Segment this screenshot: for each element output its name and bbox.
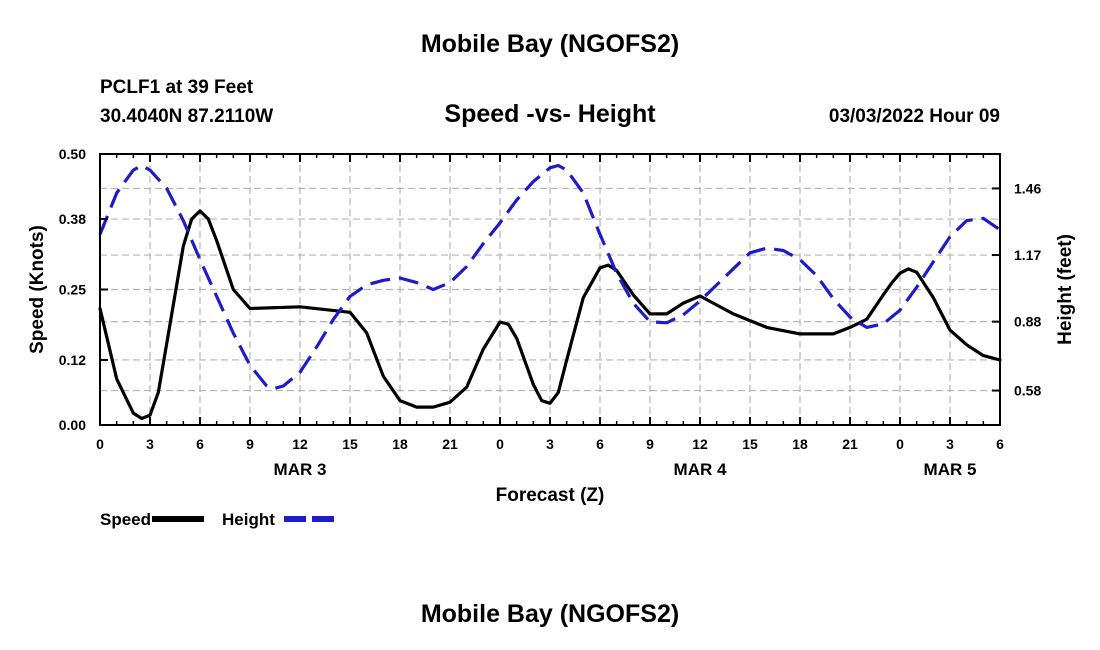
x-tick-label: 6: [996, 436, 1004, 452]
y-axis-title: Speed (Knots): [27, 225, 48, 354]
x-tick-label: 9: [246, 436, 254, 452]
x-tick-label: 12: [692, 436, 708, 452]
y-tick-label: 0.12: [59, 352, 86, 368]
x-tick-label: 18: [392, 436, 408, 452]
y2-axis-title: Height (feet): [1055, 234, 1076, 345]
y-tick-label: 0.00: [59, 417, 86, 433]
x-tick-label: 6: [196, 436, 204, 452]
y-tick-label: 0.38: [59, 211, 86, 227]
x-tick-label: 3: [946, 436, 954, 452]
axis-labels: 0 3 6 9 12 15 18 21 0 3 6 9 12 15 18 21 0 3 6 MAR 3 MAR 4 MAR…: [27, 146, 1076, 506]
height-series-line: [98, 163, 1001, 390]
x-tick-label: 15: [342, 436, 358, 452]
date-label: MAR 5: [924, 460, 977, 479]
date-label: MAR 3: [274, 460, 327, 479]
x-tick-label: 3: [146, 436, 154, 452]
chart-main-title: Mobile Bay (NGOFS2): [420, 30, 680, 58]
grid: [100, 154, 1000, 425]
y2-tick-label: 0.88: [1014, 314, 1041, 330]
y2-tick-label: 0.58: [1014, 383, 1041, 399]
x-tick-label: 0: [896, 436, 904, 452]
x-tick-label: 15: [742, 436, 758, 452]
x-tick-label: 12: [292, 436, 308, 452]
y-tick-label: 0.50: [59, 146, 86, 162]
x-axis-title: Forecast (Z): [496, 485, 605, 506]
chart-repeat-title: Mobile Bay (NGOFS2): [420, 600, 680, 628]
x-tick-label: 6: [596, 436, 604, 452]
x-tick-label: 18: [792, 436, 808, 452]
speed-series-line: [98, 209, 1002, 421]
station-label: PCLF1 at 39 Feet: [100, 77, 254, 98]
series-lines: [98, 163, 1002, 421]
y-tick-label: 0.25: [59, 282, 86, 298]
y2-tick-label: 1.46: [1014, 180, 1041, 196]
x-tick-label: 3: [546, 436, 554, 452]
axes: [99, 153, 1001, 426]
legend-label-height: Height: [222, 510, 275, 529]
legend: Speed Height: [100, 510, 336, 529]
x-tick-label: 0: [496, 436, 504, 452]
chart-subtitle: Speed -vs- Height: [444, 100, 656, 128]
x-tick-label: 21: [842, 436, 858, 452]
run-time-label: 03/03/2022 Hour 09: [828, 106, 1000, 127]
legend-label-speed: Speed: [100, 510, 151, 529]
x-tick-label: 9: [646, 436, 654, 452]
date-label: MAR 4: [674, 460, 727, 479]
x-tick-label: 21: [442, 436, 458, 452]
y2-tick-label: 1.17: [1014, 247, 1041, 263]
x-tick-label: 0: [96, 436, 104, 452]
coordinates-label: 30.4040N 87.2110W: [100, 106, 274, 127]
